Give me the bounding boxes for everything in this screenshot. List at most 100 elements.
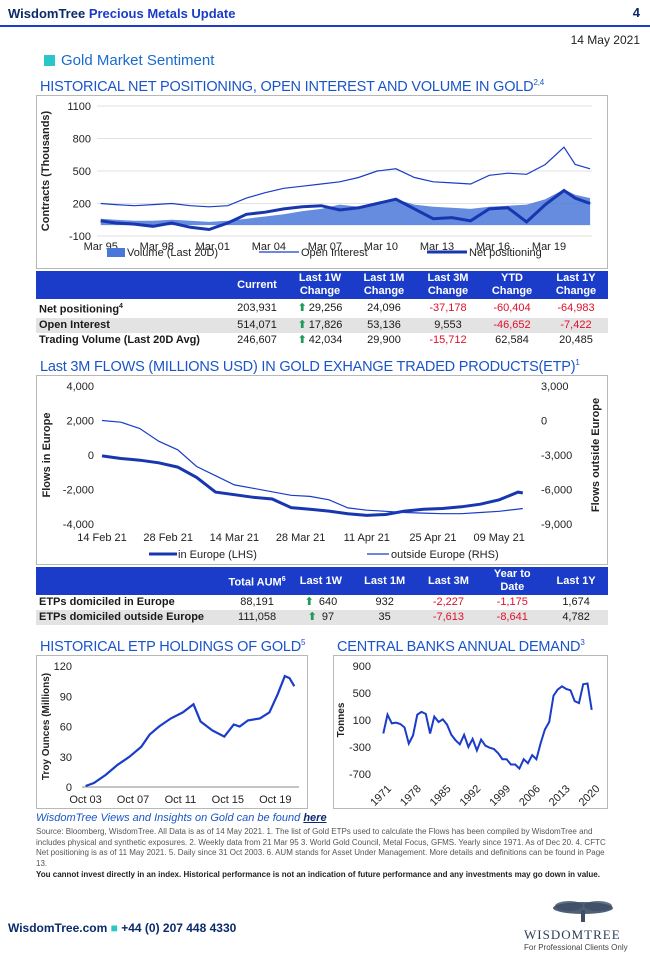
x-tick-label: 1971 [368,783,394,808]
volume-area [100,189,591,226]
outside-europe-flows-line [101,419,523,515]
y-tick-label: 100 [353,715,371,727]
chart3-title: HISTORICAL ETP HOLDINGS OF GOLD5 [40,638,305,655]
total-aum: 88,191 [240,596,274,608]
insights-here-link[interactable]: here [303,812,327,824]
y-tick-label-left: 0 [88,450,94,462]
last-1w: ⬆ 97 [289,610,353,625]
x-tick-label: 2020 [577,783,603,808]
x-tick-label: Mar 01 [196,241,230,253]
y-axis-label-right: Flows outside Europe [590,398,602,512]
y-tick-label: -300 [349,742,371,754]
x-tick-label: Mar 07 [308,241,342,253]
report-date: 14 May 2021 [570,33,640,47]
header-divider [0,25,650,27]
x-tick-label: Mar 19 [532,241,566,253]
chart4-title-text: CENTRAL BANKS ANNUAL DEMAND [337,638,581,655]
contact-line: WisdomTree.com ■ +44 (0) 207 448 4330 [8,921,236,935]
chart1-title-text: HISTORICAL NET POSITIONING, OPEN INTERES… [40,78,534,95]
chart1-frame: 1100 800 500 200 -100 Mar 95 Mar 98 Mar 01 Mar 0… [36,95,608,269]
column-header: Last 3M Change [416,271,480,299]
y-tick-label: 90 [60,691,72,703]
report-title: WisdomTree Precious Metals Update [8,6,235,21]
y-tick-label: 900 [353,661,371,673]
y-tick-label-left: 2,000 [66,416,94,428]
legend-label-outside-europe: outside Europe (RHS) [391,549,499,561]
y-tick-label-left: -2,000 [63,485,94,497]
column-header: Total AUM6 [225,567,290,595]
legend-swatch-volume [107,248,125,257]
row-label: ETPs domiciled outside Europe [36,610,226,625]
section-title: Gold Market Sentiment [61,52,215,69]
y-tick-label-right: 0 [541,416,547,428]
section-marker-icon [44,55,55,66]
total-aum: 111,058 [225,610,290,625]
legend-label-net-positioning: Net positioning [469,247,542,259]
table-row: Trading Volume (Last 20D Avg) 246,607 ⬆ 42,… [36,333,608,348]
column-header: Last 1Y Change [544,271,608,299]
website-link[interactable]: WisdomTree.com [8,921,108,935]
positioning-table: Current Last 1W Change Last 1M Change Last … [36,271,608,348]
year-to-date: -8,641 [480,610,545,625]
x-tick-label: 1985 [428,783,454,808]
chart3-title-footnote: 5 [301,638,306,647]
y-tick-label: -100 [69,231,91,243]
chart1-title-footnote: 2,4 [533,78,544,87]
y-tick-label: -700 [349,769,371,781]
up-arrow-icon: ⬆ [307,611,317,623]
year-to-date: -1,175 [496,596,528,608]
column-header: Current [226,271,288,299]
last-1w-change: ⬆ 29,256 [297,301,343,314]
open-interest-line [100,146,591,208]
x-tick-label: 14 Feb 21 [77,532,127,544]
chart3-title-text: HISTORICAL ETP HOLDINGS OF GOLD [40,638,302,655]
chart2-title-text: Last 3M FLOWS (MILLIONS USD) IN GOLD EXH… [40,358,576,375]
table-row: Net positioning4 203,931 ⬆ 29,256 24,096 -37,… [36,299,608,318]
last-1m-change: 24,096 [367,301,401,314]
up-arrow-icon: ⬆ [297,301,307,314]
last-1w-change: ⬆ 17,826 [288,317,352,333]
table-row: ETPs domiciled outside Europe 111,058 ⬆ 97… [36,610,608,625]
separator-dot-icon: ■ [110,921,118,935]
y-tick-label: 120 [54,661,72,673]
row-label: Trading Volume (Last 20D Avg) [39,333,200,346]
chart4-title: CENTRAL BANKS ANNUAL DEMAND3 [337,638,585,655]
last-1y-change: 20,485 [559,333,593,346]
column-header [36,271,226,299]
x-tick-label: Mar 04 [252,241,286,253]
chart4-title-footnote: 3 [580,638,585,647]
ytd-change: -60,404 [493,301,531,314]
y-axis-label: Troy Ounces (Millions) [41,673,52,780]
legend-label-open-interest: Open Interest [301,247,368,259]
x-tick-label: 2013 [547,783,573,808]
x-tick-label: 1999 [487,783,513,808]
last-1w: ⬆ 640 [304,596,338,608]
y-tick-label: 800 [73,134,91,146]
ytd-change: 62,584 [495,333,529,346]
x-tick-label: Oct 19 [259,794,291,806]
central-bank-demand-line [382,682,593,771]
disclaimer: You cannot invest directly in an index. … [36,870,600,879]
last-1y-change: -7,422 [544,317,608,333]
x-tick-label: 28 Feb 21 [143,532,193,544]
legend-label-volume: Volume (Last 20D) [127,247,218,259]
chart1-title: HISTORICAL NET POSITIONING, OPEN INTERES… [40,78,544,95]
y-tick-label-right: -9,000 [541,519,572,531]
last-3m-change: 9,553 [416,317,480,333]
etp-flows-table: Total AUM6 Last 1W Last 1M Last 3M Year to D… [36,567,608,625]
y-tick-label-left: -4,000 [63,519,94,531]
last-1m: 932 [375,596,394,608]
x-tick-label: 1978 [398,783,424,808]
up-arrow-icon: ⬆ [304,596,314,608]
column-header: Year to Date [480,567,545,595]
x-tick-label: Oct 07 [117,794,149,806]
page-number: 4 [632,5,640,20]
up-arrow-icon: ⬆ [297,333,307,346]
insights-link-line: WisdomTree Views and Insights on Gold ca… [36,812,327,824]
up-arrow-icon: ⬆ [297,318,307,331]
last-3m: -2,227 [432,596,465,608]
row-label: ETPs domiciled in Europe [39,596,175,608]
chart3-frame: 120 90 60 30 0 Oct 03 Oct 07 Oct 11 Oct 15 Oct 19… [36,655,308,809]
